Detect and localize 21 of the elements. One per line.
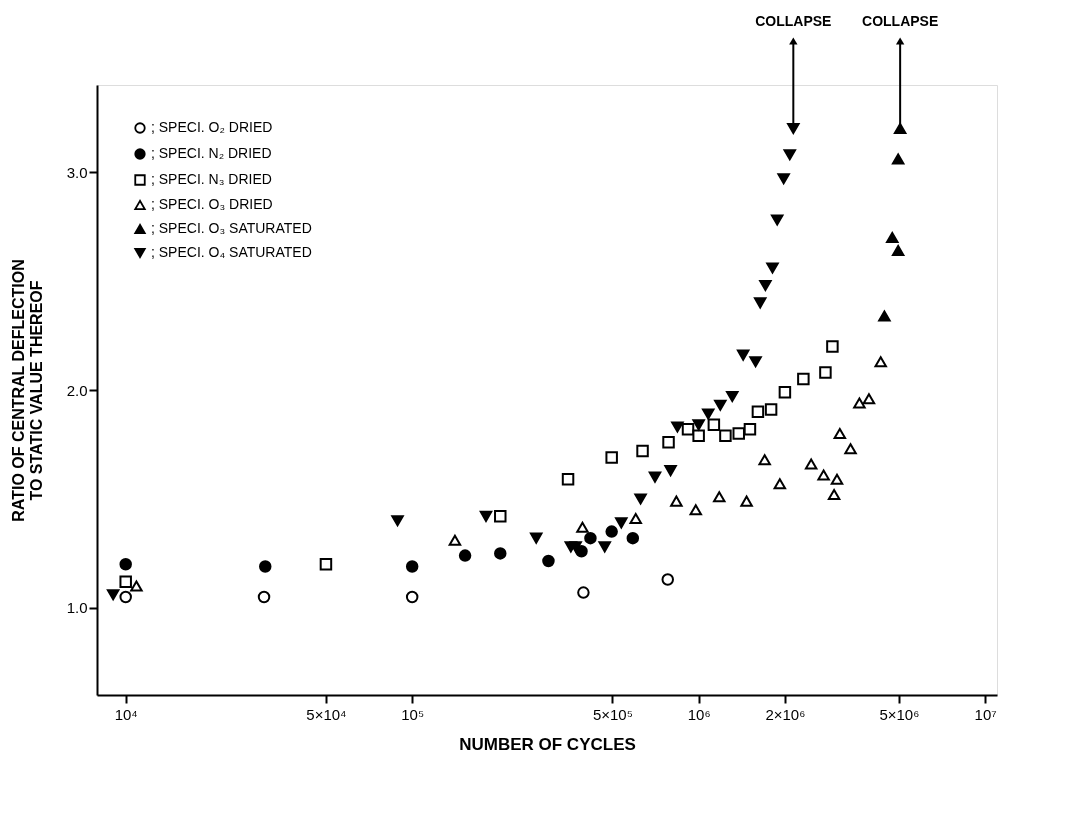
legend-label: ; SPECI. O₃ SATURATED — [151, 220, 312, 236]
y-tick-label: 2.0 — [66, 381, 88, 399]
x-axis-title: NUMBER OF CYCLES — [459, 734, 636, 754]
legend-label: ; SPECI. O₃ DRIED — [151, 196, 273, 212]
x-tick-label: 5×10⁶ — [879, 705, 920, 723]
x-tick-label: 10⁶ — [687, 705, 711, 723]
x-tick-label: 5×10⁵ — [592, 705, 633, 723]
x-tick-label: 10⁵ — [401, 705, 425, 723]
annotation: COLLAPSE — [862, 13, 939, 29]
x-tick-label: 2×10⁶ — [765, 705, 806, 723]
x-tick-label: 5×10⁴ — [306, 705, 347, 723]
legend-label: ; SPECI. O₂ DRIED — [151, 119, 273, 135]
y-tick-label: 1.0 — [66, 599, 88, 617]
y-axis-title: RATIO OF CENTRAL DEFLECTION TO STATIC VALUE THEREOF — [9, 259, 45, 522]
annotation: COLLAPSE — [755, 13, 832, 29]
x-tick-label: 10⁷ — [974, 705, 997, 723]
legend-label: ; SPECI. N₂ DRIED — [151, 145, 272, 161]
y-tick-label: 3.0 — [66, 163, 88, 181]
legend-label: ; SPECI. O₄ SATURATED — [151, 244, 312, 260]
x-tick-label: 10⁴ — [114, 705, 138, 723]
legend-label: ; SPECI. N₃ DRIED — [151, 171, 272, 187]
